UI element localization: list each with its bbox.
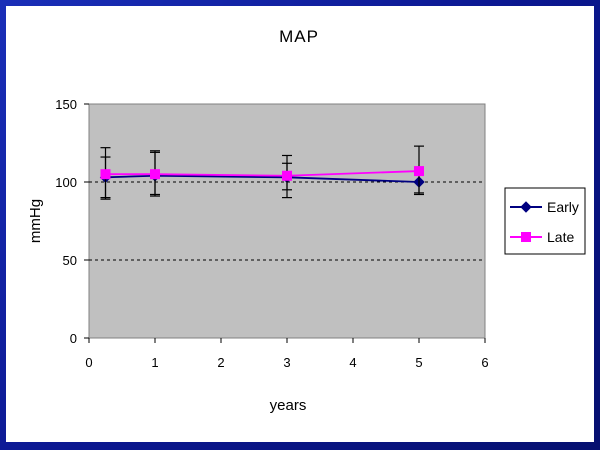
y-tick-label-0: 0 — [70, 331, 77, 346]
chart-title: MAP — [279, 27, 319, 46]
y-tick-label-50: 50 — [63, 253, 77, 268]
legend-marker-late — [521, 232, 531, 242]
series-late — [100, 145, 424, 199]
y-tick-label-150: 150 — [55, 97, 77, 112]
x-tick-label-4: 4 — [349, 355, 356, 370]
data-point-late-2 — [282, 170, 292, 181]
legend-item-late: Late — [510, 229, 574, 245]
plot-area — [88, 103, 486, 339]
data-point-late-0 — [100, 169, 111, 180]
y-tick-label-100: 100 — [55, 175, 77, 190]
data-point-late-1 — [150, 169, 160, 180]
legend-label-early: Early — [547, 199, 579, 215]
legend-marker-early — [520, 201, 532, 213]
legend: Early Late — [504, 187, 586, 255]
series-line-late — [105, 170, 420, 177]
y-axis-label: mmHg — [27, 199, 44, 243]
data-point-late-3 — [414, 166, 424, 177]
x-tick-label-1: 1 — [151, 355, 158, 370]
x-tick-label-0: 0 — [85, 355, 92, 370]
x-tick-label-6: 6 — [481, 355, 488, 370]
x-tick-label-5: 5 — [415, 355, 422, 370]
series-line-early — [105, 174, 420, 183]
x-tick-label-3: 3 — [283, 355, 290, 370]
legend-box — [504, 187, 586, 255]
legend-label-late: Late — [547, 229, 574, 245]
x-axis-label: years — [270, 397, 307, 414]
x-tick-label-2: 2 — [217, 355, 224, 370]
legend-item-early: Early — [510, 199, 579, 215]
